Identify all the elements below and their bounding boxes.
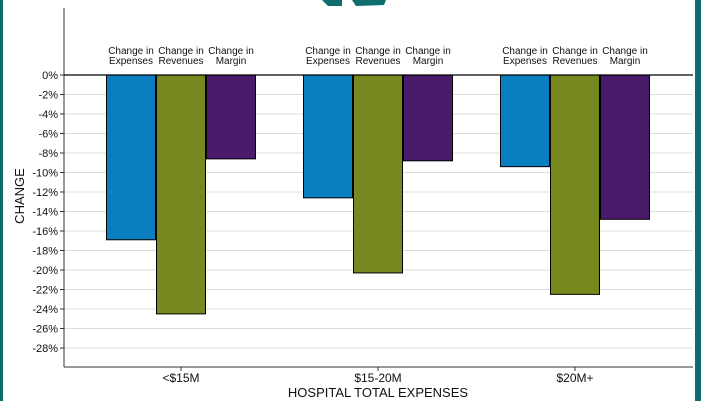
series-label: Change in: [502, 46, 548, 57]
y-tick-label: -10%: [32, 168, 58, 180]
series-label: Change in: [108, 46, 154, 57]
x-tick-label: $20M+: [556, 371, 593, 385]
bar: [206, 74, 256, 160]
x-axis-ticks: <$15M $15-20M $20M+: [162, 367, 594, 385]
x-tick-label: $15-20M: [354, 371, 401, 385]
series-label: Change in: [208, 46, 254, 57]
series-label: Change in: [355, 46, 401, 57]
series-label: Change in: [158, 46, 204, 57]
y-axis-ticks: 0% -2% -4% -6% -8% -10% -12% -14% -16% -18% -20% -2…: [32, 70, 64, 355]
y-tick-label: 0%: [42, 70, 58, 82]
bar: [156, 74, 206, 315]
bar: [550, 74, 600, 295]
series-label: Expenses: [306, 56, 350, 67]
series-label: Expenses: [503, 56, 547, 67]
bar: [106, 74, 156, 241]
bar: [403, 74, 453, 162]
y-tick-label: -6%: [38, 129, 58, 141]
series-label: Revenues: [552, 56, 597, 67]
frame-accent-left: [0, 0, 3, 401]
bar: [600, 74, 650, 220]
series-label: Margin: [610, 56, 641, 67]
series-label: Change in: [602, 46, 648, 57]
frame-accent-right: [695, 0, 701, 401]
series-label: Change in: [552, 46, 598, 57]
y-axis-title: CHANGE: [12, 168, 27, 224]
bar: [303, 74, 353, 199]
y-tick-label: -14%: [32, 207, 58, 219]
y-tick-label: -2%: [38, 90, 58, 102]
y-tick-label: -26%: [32, 324, 58, 336]
series-label: Change in: [405, 46, 451, 57]
series-label: Revenues: [355, 56, 400, 67]
series-label: Revenues: [158, 56, 203, 67]
title-fragment: [322, 0, 386, 6]
y-tick-label: -4%: [38, 109, 58, 121]
y-tick-label: -22%: [32, 285, 58, 297]
y-tick-label: -28%: [32, 343, 58, 355]
y-tick-label: -24%: [32, 304, 58, 316]
series-label: Expenses: [109, 56, 153, 67]
x-axis-title: HOSPITAL TOTAL EXPENSES: [288, 385, 468, 400]
bars: [106, 74, 650, 315]
series-label: Change in: [305, 46, 351, 57]
y-tick-label: -20%: [32, 265, 58, 277]
x-tick-label: <$15M: [162, 371, 199, 385]
y-tick-label: -12%: [32, 187, 58, 199]
series-label: Margin: [413, 56, 444, 67]
series-label: Margin: [216, 56, 247, 67]
bar: [500, 74, 550, 168]
y-tick-label: -18%: [32, 246, 58, 258]
bar: [353, 74, 403, 274]
y-tick-label: -16%: [32, 226, 58, 238]
y-tick-label: -8%: [38, 148, 58, 160]
